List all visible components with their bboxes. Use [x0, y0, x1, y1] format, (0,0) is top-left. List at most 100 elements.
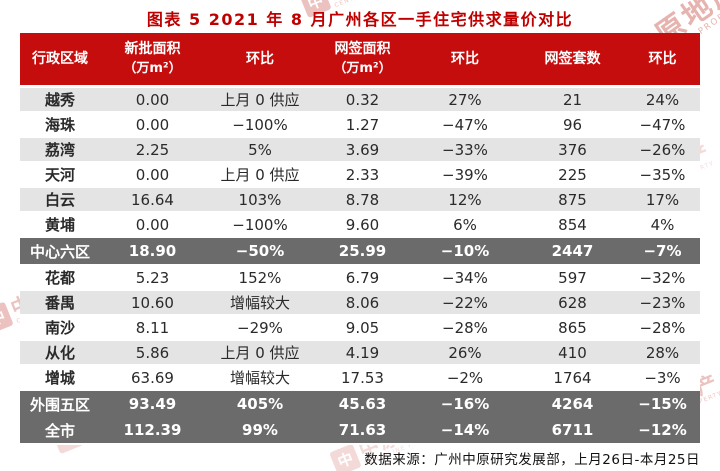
- value-cell: −35%: [625, 163, 700, 188]
- value-cell: 376: [520, 138, 625, 163]
- value-cell: 0.00: [100, 163, 205, 188]
- value-cell: −16%: [410, 391, 520, 417]
- value-cell: −28%: [410, 316, 520, 341]
- value-cell: 10.60: [100, 291, 205, 316]
- region-cell: 越秀: [20, 88, 100, 113]
- data-source: 数据来源：广州中原研究发展部，上月26日-本月25日: [364, 452, 700, 468]
- value-cell: 2447: [520, 238, 625, 266]
- header-cell-new-area-mom: 环比: [205, 33, 315, 88]
- value-cell: 103%: [205, 188, 315, 213]
- value-cell: 45.63: [315, 391, 410, 417]
- region-cell: 增城: [20, 366, 100, 391]
- value-cell: −10%: [410, 238, 520, 266]
- value-cell: −47%: [410, 113, 520, 138]
- value-cell: −23%: [625, 291, 700, 316]
- value-cell: −15%: [625, 391, 700, 417]
- table-row: 南沙 8.11 −29% 9.05 −28% 865 −28%: [20, 316, 700, 341]
- table-row: 从化 5.86 上月 0 供应 4.19 26% 410 28%: [20, 341, 700, 366]
- value-cell: 405%: [205, 391, 315, 417]
- value-cell: 6%: [410, 213, 520, 238]
- value-cell: 12%: [410, 188, 520, 213]
- value-cell: 71.63: [315, 417, 410, 445]
- value-cell: 26%: [410, 341, 520, 366]
- region-cell: 外围五区: [20, 391, 100, 417]
- value-cell: −2%: [410, 366, 520, 391]
- value-cell: −39%: [410, 163, 520, 188]
- header-label: 新批面积: [124, 41, 181, 58]
- table-row: 中心六区 18.90 −50% 25.99 −10% 2447 −7%: [20, 238, 700, 266]
- value-cell: −100%: [205, 113, 315, 138]
- value-cell: −3%: [625, 366, 700, 391]
- value-cell: 增幅较大: [205, 366, 315, 391]
- value-cell: −50%: [205, 238, 315, 266]
- value-cell: −29%: [205, 316, 315, 341]
- value-cell: 6.79: [315, 266, 410, 291]
- value-cell: 5.86: [100, 341, 205, 366]
- value-cell: 18.90: [100, 238, 205, 266]
- table-row: 越秀 0.00 上月 0 供应 0.32 27% 21 24%: [20, 88, 700, 113]
- value-cell: 4.19: [315, 341, 410, 366]
- value-cell: 152%: [205, 266, 315, 291]
- table-body: 越秀 0.00 上月 0 供应 0.32 27% 21 24% 海珠 0.00 −100% 1.27…: [20, 88, 700, 445]
- value-cell: 8.06: [315, 291, 410, 316]
- region-cell: 从化: [20, 341, 100, 366]
- header-label: 环比: [246, 50, 274, 67]
- value-cell: 875: [520, 188, 625, 213]
- centaline-logo-icon: 中: [329, 443, 362, 471]
- value-cell: 5.23: [100, 266, 205, 291]
- value-cell: 63.69: [100, 366, 205, 391]
- region-cell: 黄埔: [20, 213, 100, 238]
- header-unit: （万m²）: [123, 60, 182, 76]
- header-row: 行政区域 新批面积 （万m²） 环比 网签面积 （万m²） 环比 网签套数: [20, 33, 700, 88]
- value-cell: 1764: [520, 366, 625, 391]
- value-cell: 27%: [410, 88, 520, 113]
- header-label: 环比: [648, 50, 677, 67]
- value-cell: 4%: [625, 213, 700, 238]
- value-cell: 上月 0 供应: [205, 88, 315, 113]
- value-cell: 上月 0 供应: [205, 163, 315, 188]
- header-cell-region: 行政区域: [20, 33, 100, 88]
- header-label: 网签套数: [544, 50, 601, 67]
- value-cell: −32%: [625, 266, 700, 291]
- region-cell: 海珠: [20, 113, 100, 138]
- value-cell: 628: [520, 291, 625, 316]
- region-cell: 白云: [20, 188, 100, 213]
- value-cell: −47%: [625, 113, 700, 138]
- header-cell-signed-units-mom: 环比: [625, 33, 700, 88]
- value-cell: −12%: [625, 417, 700, 445]
- header-cell-signed-area: 网签面积 （万m²）: [315, 33, 410, 88]
- value-cell: −22%: [410, 291, 520, 316]
- value-cell: 8.11: [100, 316, 205, 341]
- value-cell: 2.33: [315, 163, 410, 188]
- region-cell: 南沙: [20, 316, 100, 341]
- table-row: 黄埔 0.00 −100% 9.60 6% 854 4%: [20, 213, 700, 238]
- value-cell: 96: [520, 113, 625, 138]
- value-cell: 865: [520, 316, 625, 341]
- value-cell: 93.49: [100, 391, 205, 417]
- value-cell: 0.00: [100, 113, 205, 138]
- table-row: 白云 16.64 103% 8.78 12% 875 17%: [20, 188, 700, 213]
- value-cell: 112.39: [100, 417, 205, 445]
- value-cell: 5%: [205, 138, 315, 163]
- value-cell: −14%: [410, 417, 520, 445]
- table-row: 增城 63.69 增幅较大 17.53 −2% 1764 −3%: [20, 366, 700, 391]
- value-cell: 9.60: [315, 213, 410, 238]
- header-cell-signed-units: 网签套数: [520, 33, 625, 88]
- header-label: 网签面积: [334, 41, 391, 58]
- table-row: 荔湾 2.25 5% 3.69 −33% 376 −26%: [20, 138, 700, 163]
- value-cell: 9.05: [315, 316, 410, 341]
- header-label: 行政区域: [32, 50, 88, 67]
- header-cell-new-area: 新批面积 （万m²）: [100, 33, 205, 88]
- table-row: 花都 5.23 152% 6.79 −34% 597 −32%: [20, 266, 700, 291]
- region-cell: 花都: [20, 266, 100, 291]
- value-cell: −7%: [625, 238, 700, 266]
- value-cell: −33%: [410, 138, 520, 163]
- value-cell: 0.32: [315, 88, 410, 113]
- value-cell: 4264: [520, 391, 625, 417]
- value-cell: 16.64: [100, 188, 205, 213]
- value-cell: 17%: [625, 188, 700, 213]
- value-cell: 上月 0 供应: [205, 341, 315, 366]
- value-cell: 0.00: [100, 213, 205, 238]
- value-cell: 25.99: [315, 238, 410, 266]
